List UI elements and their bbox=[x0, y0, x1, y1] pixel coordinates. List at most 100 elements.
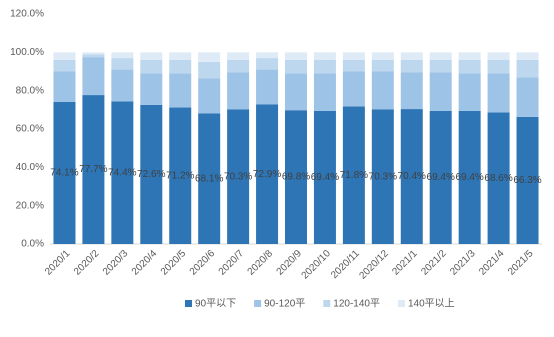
data-label: 71.2% bbox=[166, 170, 194, 181]
data-label: 71.8% bbox=[340, 170, 368, 181]
bar-segment bbox=[111, 101, 134, 245]
bar-segment bbox=[256, 58, 279, 70]
data-label: 69.8% bbox=[282, 172, 310, 183]
legend-swatch bbox=[254, 300, 262, 307]
bar-segment bbox=[400, 72, 423, 110]
x-tick-label: 2020/8 bbox=[246, 248, 276, 278]
bar-segment bbox=[516, 52, 539, 60]
legend-label: 120-140平 bbox=[333, 299, 380, 310]
bar-segment bbox=[53, 71, 76, 102]
bar-segment bbox=[487, 52, 510, 60]
data-label: 69.4% bbox=[427, 172, 455, 183]
data-label: 74.4% bbox=[108, 167, 136, 178]
x-tick-label: 2020/10 bbox=[300, 248, 334, 282]
data-label: 69.4% bbox=[455, 172, 483, 183]
bar-segment bbox=[429, 52, 452, 60]
bar-segment bbox=[487, 73, 510, 113]
bar-segment bbox=[285, 60, 307, 74]
x-tick-label: 2020/7 bbox=[217, 248, 247, 278]
x-tick-label: 2021/1 bbox=[390, 248, 420, 278]
bar-segment bbox=[256, 69, 279, 105]
data-label: 74.1% bbox=[50, 168, 78, 179]
bar-segment bbox=[198, 78, 221, 114]
x-tick-label: 2020/2 bbox=[72, 248, 102, 278]
bar-segment bbox=[53, 52, 76, 60]
bar-segment bbox=[429, 72, 452, 111]
bar-segment bbox=[400, 109, 423, 244]
y-tick-label: 40.0% bbox=[16, 162, 44, 173]
x-tick-label: 2020/11 bbox=[329, 248, 362, 281]
bar-segment bbox=[371, 71, 394, 110]
x-tick-label: 2021/2 bbox=[419, 248, 449, 278]
bar-segment bbox=[458, 73, 481, 111]
legend-label: 140平以上 bbox=[408, 298, 455, 310]
data-label: 72.9% bbox=[253, 169, 281, 180]
bar-segment bbox=[198, 52, 221, 62]
bar-segment bbox=[371, 60, 394, 72]
bar-segment bbox=[169, 52, 192, 60]
bar-segment bbox=[516, 60, 539, 78]
bar-segment bbox=[371, 52, 394, 60]
legend-swatch bbox=[185, 300, 192, 307]
x-tick-label: 2020/12 bbox=[357, 248, 391, 282]
bar-segment bbox=[313, 110, 336, 244]
x-tick-label: 2021/4 bbox=[477, 248, 507, 278]
bar-segment bbox=[285, 110, 307, 244]
data-label: 69.4% bbox=[311, 172, 339, 183]
bar-segment bbox=[313, 60, 336, 74]
bar-segment bbox=[285, 52, 307, 60]
bar-segment bbox=[198, 113, 221, 244]
x-tick-label: 2021/3 bbox=[448, 248, 478, 278]
bar-segment bbox=[313, 73, 336, 111]
y-tick-label: 80.0% bbox=[16, 85, 44, 96]
y-tick-label: 60.0% bbox=[16, 124, 44, 135]
y-tick-label: 0.0% bbox=[21, 239, 44, 250]
bar-segment bbox=[140, 60, 163, 74]
bar-segment bbox=[82, 95, 105, 244]
bar-segment bbox=[82, 52, 105, 55]
x-tick-label: 2020/4 bbox=[130, 248, 160, 278]
bar-segment bbox=[169, 73, 192, 108]
bar-segment bbox=[285, 73, 307, 111]
x-tick-label: 2020/3 bbox=[101, 248, 131, 278]
bar-segment bbox=[111, 69, 134, 102]
bar-segment bbox=[342, 60, 365, 72]
data-label: 68.1% bbox=[195, 173, 223, 184]
bar-segment bbox=[458, 110, 481, 244]
y-tick-label: 20.0% bbox=[16, 200, 44, 211]
bar-segment bbox=[371, 109, 394, 244]
bar-segment bbox=[169, 60, 192, 74]
legend-swatch bbox=[397, 300, 405, 307]
bar-segment bbox=[140, 104, 163, 244]
bar-segment bbox=[82, 54, 105, 58]
data-label: 70.4% bbox=[398, 171, 426, 182]
bar-segment bbox=[429, 60, 452, 73]
x-tick-label: 2020/6 bbox=[188, 248, 218, 278]
data-label: 68.6% bbox=[484, 173, 512, 184]
bar-segment bbox=[227, 60, 250, 73]
data-label: 70.3% bbox=[224, 171, 252, 182]
bar-segment bbox=[342, 71, 365, 107]
bar-segment bbox=[400, 60, 423, 73]
bar-segment bbox=[227, 52, 250, 60]
bar-segment bbox=[111, 58, 134, 70]
x-tick-label: 2020/5 bbox=[159, 248, 189, 278]
bar-segment bbox=[487, 112, 510, 245]
bar-segment bbox=[256, 104, 279, 245]
bar-segment bbox=[140, 73, 163, 105]
bar-segment bbox=[400, 52, 423, 60]
y-tick-label: 120.0% bbox=[10, 9, 44, 20]
x-tick-label: 2021/5 bbox=[506, 248, 536, 278]
bar-segment bbox=[342, 52, 365, 60]
data-label: 77.7% bbox=[79, 164, 107, 175]
data-label: 66.3% bbox=[513, 175, 541, 186]
bar-segment bbox=[111, 52, 134, 59]
data-label: 70.3% bbox=[369, 171, 397, 182]
bar-segment bbox=[342, 106, 365, 244]
bar-segment bbox=[429, 110, 452, 244]
y-tick-label: 100.0% bbox=[10, 47, 44, 58]
bar-segment bbox=[313, 52, 336, 60]
bar-segment bbox=[516, 116, 539, 244]
legend-swatch bbox=[323, 300, 331, 307]
